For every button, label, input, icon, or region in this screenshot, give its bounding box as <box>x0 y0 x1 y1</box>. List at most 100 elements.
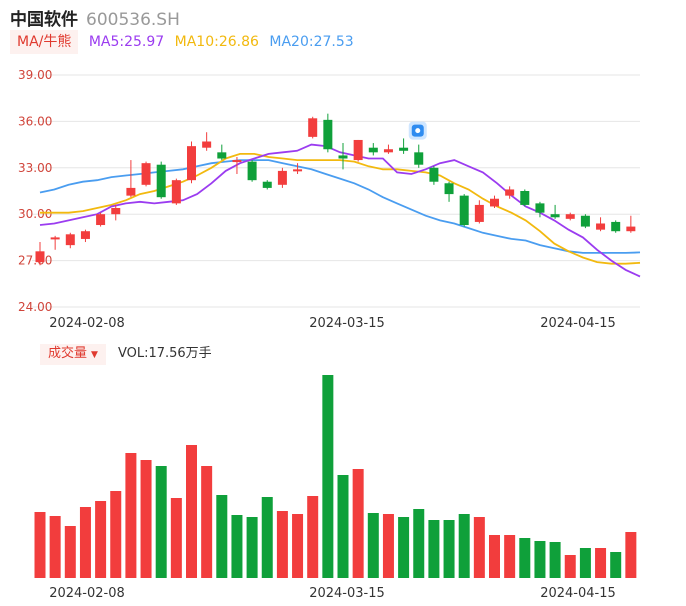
candle <box>156 161 166 199</box>
candle <box>383 144 393 154</box>
volume-bar <box>549 542 561 578</box>
volume-bar <box>276 511 288 578</box>
volume-bar <box>367 513 379 578</box>
volume-bar <box>95 501 107 578</box>
volume-bar <box>261 497 273 578</box>
ma20-line <box>39 159 641 254</box>
ma20-legend: MA20:27.53 <box>269 34 354 50</box>
price-y-tick: 36.00 <box>18 114 52 128</box>
volume-bar <box>489 535 500 578</box>
volume-bar <box>140 460 152 578</box>
volume-bar <box>64 526 76 578</box>
volume-bar <box>170 498 182 578</box>
candle <box>399 138 409 154</box>
candle <box>535 201 545 218</box>
candle <box>414 144 424 168</box>
price-x-tick: 2024-02-08 <box>49 316 125 331</box>
ma-lines <box>39 143 641 278</box>
candle <box>626 215 636 233</box>
price-x-axis: 2024-02-08 2024-03-15 2024-04-15 <box>49 316 616 331</box>
price-grid <box>32 74 640 308</box>
volume-bar <box>443 520 455 578</box>
volume-legend: 成交量 ▼ VOL:17.56万手 <box>40 342 212 365</box>
volume-x-tick: 2024-02-08 <box>49 586 125 601</box>
volume-bar <box>382 514 394 578</box>
candle <box>111 204 121 221</box>
candle <box>262 180 272 190</box>
volume-bar <box>519 538 531 578</box>
ma-legend: MA/牛熊 MA5:25.97 MA10:26.86 MA20:27.53 <box>10 30 354 54</box>
price-y-axis: 39.00 36.00 33.00 30.00 27.00 24.00 <box>18 68 52 314</box>
price-y-tick: 24.00 <box>18 300 52 314</box>
volume-bar <box>504 535 516 578</box>
stock-code: 600536.SH <box>86 10 180 30</box>
volume-bar <box>110 491 122 578</box>
volume-bar <box>155 466 167 578</box>
candle <box>277 167 287 188</box>
candle <box>80 229 90 243</box>
candle <box>187 141 196 184</box>
stock-name: 中国软件 <box>10 10 78 30</box>
candle <box>35 242 45 266</box>
price-x-tick: 2024-04-15 <box>540 316 616 331</box>
candle <box>323 113 333 153</box>
candle <box>293 163 303 174</box>
ma5-line <box>39 143 641 278</box>
candle <box>550 204 560 219</box>
candle <box>596 217 606 232</box>
volume-bar <box>216 495 228 578</box>
candle <box>141 161 151 187</box>
highlight-marker-icon[interactable] <box>408 121 427 140</box>
volume-bar <box>79 507 91 578</box>
candle <box>50 235 60 250</box>
volume-bar <box>231 515 243 578</box>
candle <box>429 166 439 185</box>
volume-bar <box>201 466 213 578</box>
candle <box>444 181 454 202</box>
candle <box>474 200 484 224</box>
volume-x-tick: 2024-03-15 <box>309 586 385 601</box>
price-y-tick: 27.00 <box>18 254 52 268</box>
volume-bar <box>49 516 61 578</box>
candle <box>338 143 348 170</box>
candle <box>490 195 499 209</box>
candle <box>611 220 621 233</box>
candle <box>247 160 257 182</box>
candle <box>308 116 318 139</box>
volume-bar <box>428 520 440 578</box>
price-y-tick: 39.00 <box>18 68 52 82</box>
caret-down-icon: ▼ <box>91 350 98 360</box>
volume-tag-label: 成交量 <box>48 346 88 361</box>
price-y-tick: 30.00 <box>18 207 52 221</box>
ma10-legend: MA10:26.86 <box>174 34 259 50</box>
candle <box>96 212 106 227</box>
volume-bar <box>186 445 197 578</box>
volume-bars <box>34 375 637 578</box>
candle <box>353 139 363 162</box>
candle <box>126 160 136 198</box>
candle <box>65 232 75 249</box>
volume-bar <box>322 375 334 578</box>
stock-header: 中国软件 600536.SH <box>10 5 180 30</box>
volume-bar <box>292 514 304 578</box>
price-x-tick: 2024-03-15 <box>309 316 385 331</box>
candle <box>368 143 378 156</box>
volume-x-axis: 2024-02-08 2024-03-15 2024-04-15 <box>49 586 616 601</box>
volume-bar <box>337 475 349 578</box>
volume-bar <box>595 548 607 578</box>
volume-bar <box>534 541 546 578</box>
volume-bar <box>125 453 137 578</box>
candle <box>580 214 590 229</box>
candle <box>505 186 515 199</box>
volume-bar <box>458 514 470 578</box>
ma5-legend: MA5:25.97 <box>88 34 165 50</box>
volume-bar <box>564 555 576 578</box>
volume-bar <box>398 517 410 578</box>
price-y-tick: 33.00 <box>18 161 52 175</box>
volume-bar <box>473 517 485 578</box>
ma-indicator-tab[interactable]: MA/牛熊 <box>10 30 79 54</box>
volume-bar <box>579 548 591 578</box>
volume-value: VOL:17.56万手 <box>117 346 212 361</box>
volume-indicator-dropdown[interactable]: 成交量 ▼ <box>40 344 106 365</box>
